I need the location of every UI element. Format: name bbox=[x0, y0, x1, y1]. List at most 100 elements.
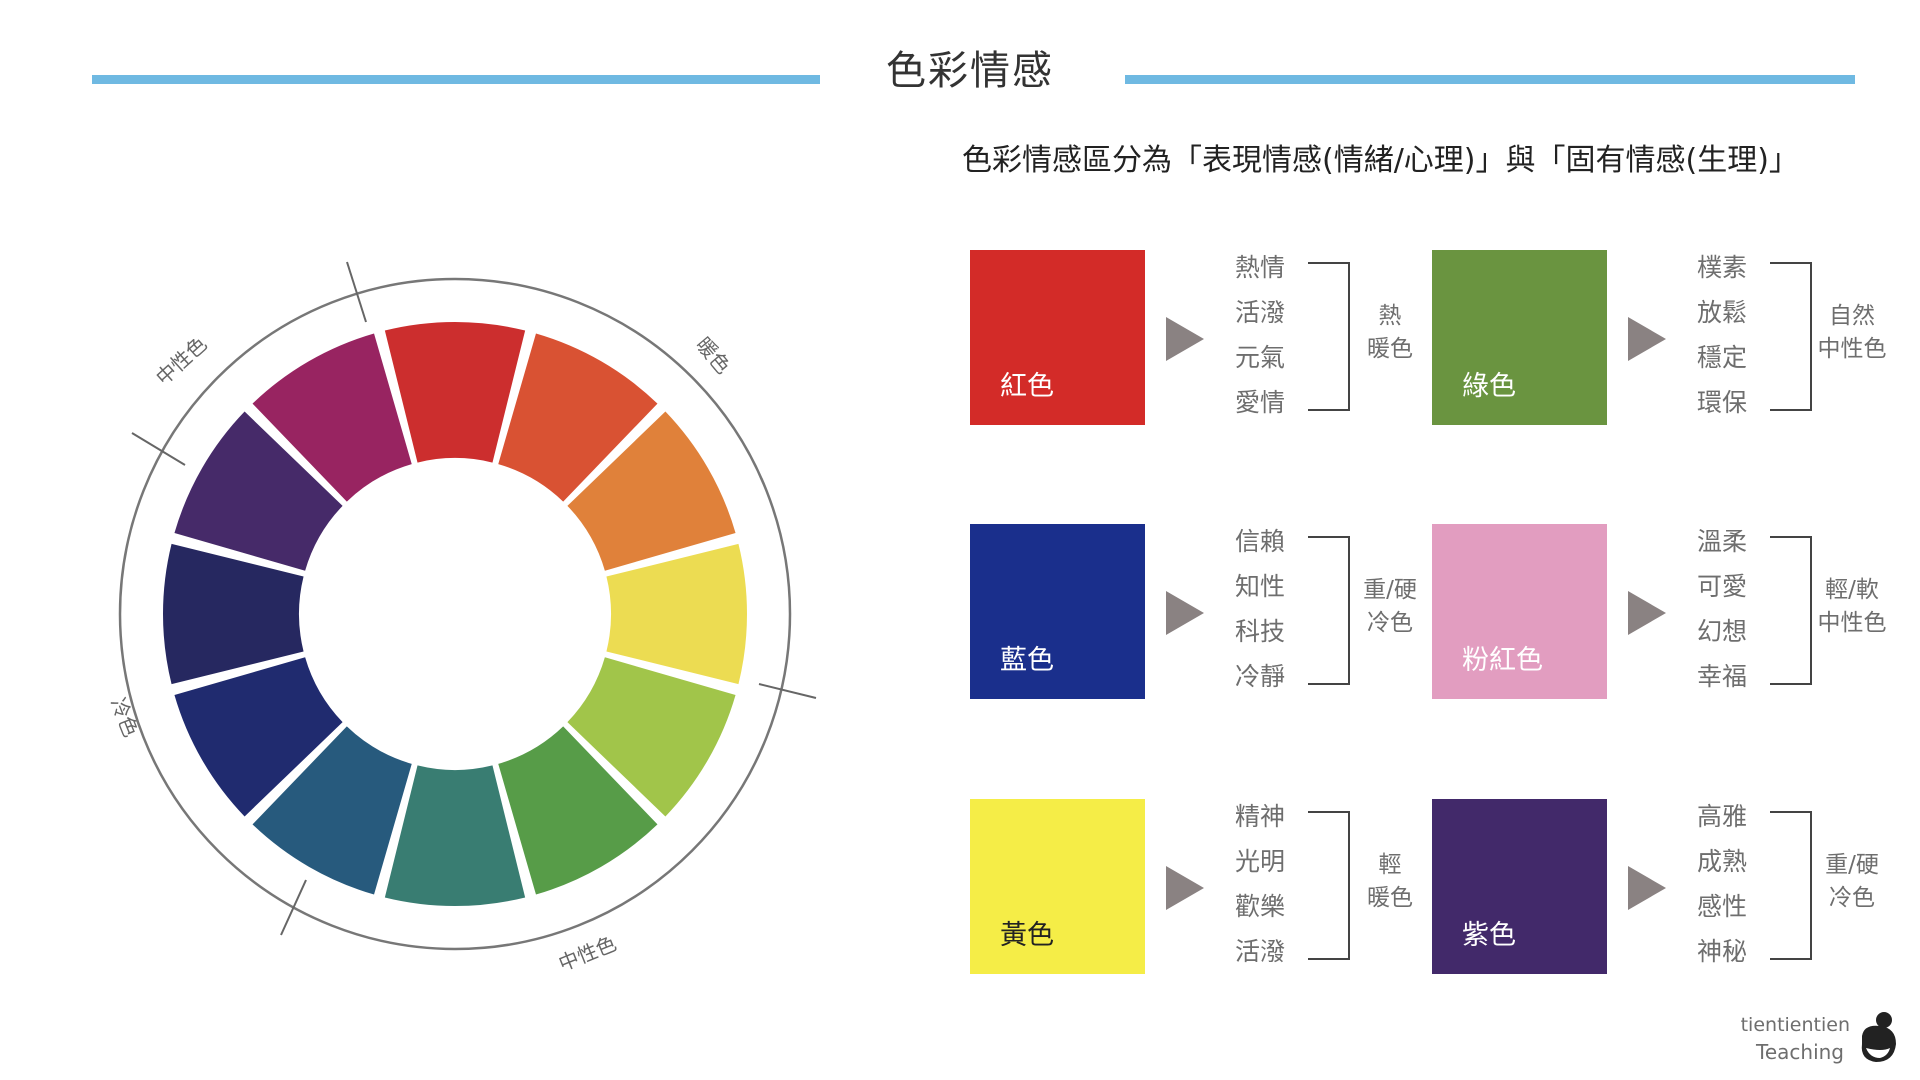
arrow-right-icon bbox=[1166, 317, 1204, 361]
color-card-pink: 粉紅色 溫柔 可愛 幻想 幸福 輕/軟 中性色 bbox=[1432, 524, 1887, 699]
wheel-segment bbox=[567, 411, 736, 571]
wheel-segment bbox=[252, 333, 412, 502]
category-label: 熱 暖色 bbox=[1350, 300, 1430, 366]
arrow-right-icon bbox=[1166, 866, 1204, 910]
color-card-purple: 紫色 高雅 成熟 感性 神秘 重/硬 冷色 bbox=[1432, 799, 1879, 974]
category-line: 冷色 bbox=[1367, 610, 1413, 636]
wheel-segment bbox=[606, 543, 747, 685]
page-title: 色彩情感 bbox=[886, 48, 1054, 94]
ring-tick-1 bbox=[346, 261, 367, 323]
wheel-label-neutral-bottom: 中性色 bbox=[555, 931, 620, 976]
bracket bbox=[1308, 536, 1350, 685]
category-label: 輕 暖色 bbox=[1350, 849, 1430, 915]
swatch-blue: 藍色 bbox=[970, 524, 1145, 699]
wheel-label-warm: 暖色 bbox=[691, 332, 735, 378]
bracket bbox=[1770, 536, 1812, 685]
category-line: 自然 bbox=[1829, 303, 1875, 329]
ring-tick-4 bbox=[280, 879, 307, 936]
feeling-item: 科技 bbox=[1234, 617, 1285, 646]
wheel-segment bbox=[162, 543, 304, 685]
arrow-right-icon bbox=[1628, 317, 1666, 361]
feeling-item: 幻想 bbox=[1696, 617, 1747, 646]
feeling-list: 熱情 活潑 元氣 愛情 bbox=[1225, 245, 1295, 425]
outer-ring bbox=[118, 277, 792, 951]
feeling-item: 冷靜 bbox=[1234, 662, 1285, 691]
category-line: 冷色 bbox=[1829, 885, 1875, 911]
footer-brand-subtitle: Teaching bbox=[1756, 1040, 1844, 1064]
feeling-item: 歡樂 bbox=[1234, 892, 1285, 921]
category-line: 重/硬 bbox=[1825, 852, 1879, 878]
wheel-label-cool: 冷色 bbox=[106, 694, 143, 740]
color-card-green: 綠色 樸素 放鬆 穩定 環保 自然 中性色 bbox=[1432, 250, 1887, 425]
bracket bbox=[1308, 811, 1350, 960]
swatch-red: 紅色 bbox=[970, 250, 1145, 425]
wheel-segment bbox=[567, 657, 736, 817]
swatch-label: 藍色 bbox=[1000, 645, 1054, 676]
arrow-right-icon bbox=[1628, 866, 1666, 910]
category-line: 中性色 bbox=[1817, 336, 1887, 362]
brand-logo-icon bbox=[1861, 1012, 1896, 1062]
feeling-item: 知性 bbox=[1234, 572, 1285, 601]
feeling-item: 元氣 bbox=[1234, 343, 1285, 372]
title-rule-right bbox=[1125, 75, 1855, 84]
feeling-item: 成熟 bbox=[1696, 847, 1747, 876]
category-line: 輕 bbox=[1378, 852, 1402, 878]
swatch-label: 粉紅色 bbox=[1462, 645, 1543, 676]
category-label: 輕/軟 中性色 bbox=[1812, 574, 1892, 640]
category-line: 中性色 bbox=[1817, 610, 1887, 636]
feeling-list: 溫柔 可愛 幻想 幸福 bbox=[1687, 519, 1757, 699]
title-rule-left bbox=[92, 75, 820, 84]
arrow-right-icon bbox=[1628, 591, 1666, 635]
swatch-purple: 紫色 bbox=[1432, 799, 1607, 974]
wheel-segment bbox=[498, 333, 658, 502]
wheel-segment bbox=[498, 726, 658, 895]
feeling-item: 環保 bbox=[1696, 388, 1747, 417]
feeling-item: 溫柔 bbox=[1696, 527, 1747, 556]
swatch-yellow: 黃色 bbox=[970, 799, 1145, 974]
bracket bbox=[1770, 811, 1812, 960]
color-card-yellow: 黃色 精神 光明 歡樂 活潑 輕 暖色 bbox=[970, 799, 1413, 974]
color-card-red: 紅色 熱情 活潑 元氣 愛情 熱 暖色 bbox=[970, 250, 1413, 425]
bracket bbox=[1770, 262, 1812, 411]
swatch-green: 綠色 bbox=[1432, 250, 1607, 425]
wheel-label-neutral-top: 中性色 bbox=[151, 332, 212, 390]
feeling-item: 活潑 bbox=[1234, 937, 1285, 966]
category-line: 暖色 bbox=[1367, 885, 1413, 911]
footer-brand-name: tientientien bbox=[1740, 1014, 1850, 1036]
category-label: 重/硬 冷色 bbox=[1812, 849, 1892, 915]
color-wheel: 暖色 中性色 冷色 中性色 bbox=[106, 261, 817, 976]
swatch-label: 綠色 bbox=[1462, 371, 1516, 402]
feeling-list: 精神 光明 歡樂 活潑 bbox=[1225, 794, 1295, 974]
feeling-item: 活潑 bbox=[1234, 298, 1285, 327]
feeling-item: 精神 bbox=[1234, 802, 1285, 831]
feeling-item: 可愛 bbox=[1696, 572, 1747, 601]
feeling-list: 高雅 成熟 感性 神秘 bbox=[1687, 794, 1757, 974]
wheel-segment bbox=[174, 411, 343, 571]
feeling-list: 樸素 放鬆 穩定 環保 bbox=[1687, 245, 1757, 425]
feeling-item: 熱情 bbox=[1234, 253, 1285, 282]
swatch-label: 黃色 bbox=[1000, 920, 1054, 951]
category-line: 暖色 bbox=[1367, 336, 1413, 362]
swatch-label: 紅色 bbox=[1000, 371, 1054, 402]
feeling-list: 信賴 知性 科技 冷靜 bbox=[1225, 519, 1295, 699]
wheel-segment bbox=[252, 726, 412, 895]
category-line: 重/硬 bbox=[1363, 577, 1417, 603]
category-label: 自然 中性色 bbox=[1812, 300, 1892, 366]
wheel-segment bbox=[174, 657, 343, 817]
feeling-item: 神秘 bbox=[1696, 937, 1747, 966]
ring-tick-2 bbox=[131, 432, 186, 466]
wheel-segment bbox=[384, 321, 526, 463]
arrow-right-icon bbox=[1166, 591, 1204, 635]
category-label: 重/硬 冷色 bbox=[1350, 574, 1430, 640]
bracket bbox=[1308, 262, 1350, 411]
subtitle: 色彩情感區分為「表現情感(情緒/心理)」與「固有情感(生理)」 bbox=[962, 143, 1799, 178]
feeling-item: 光明 bbox=[1234, 847, 1285, 876]
feeling-item: 放鬆 bbox=[1696, 298, 1747, 327]
ring-tick-3 bbox=[758, 683, 817, 699]
feeling-item: 信賴 bbox=[1234, 527, 1285, 556]
wheel-segments bbox=[162, 321, 747, 907]
feeling-item: 高雅 bbox=[1696, 802, 1747, 831]
category-line: 熱 bbox=[1378, 303, 1402, 329]
category-line: 輕/軟 bbox=[1825, 577, 1879, 603]
feeling-item: 愛情 bbox=[1234, 388, 1285, 417]
